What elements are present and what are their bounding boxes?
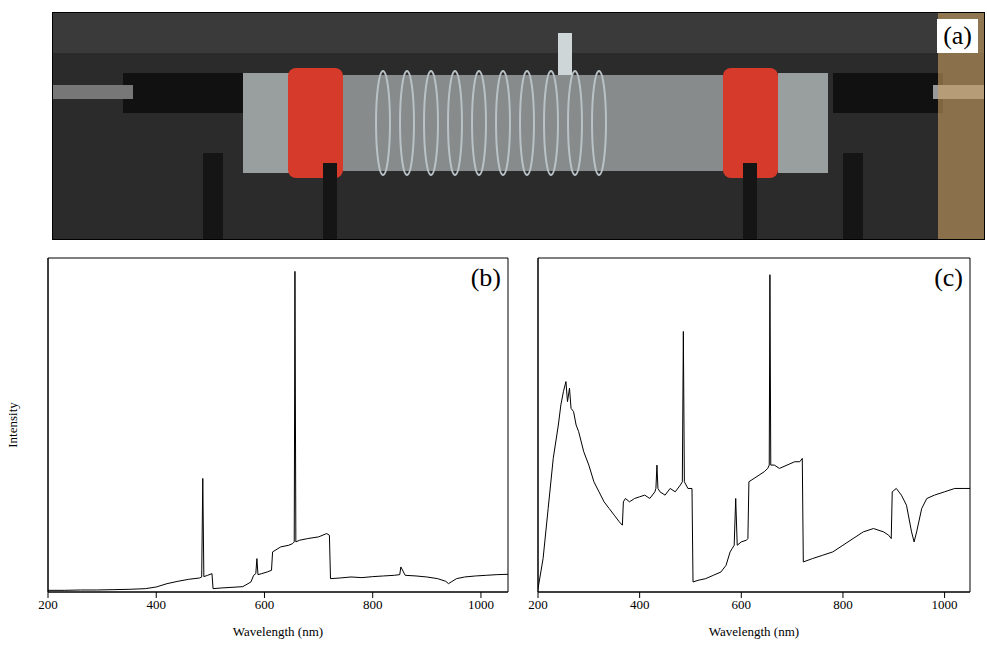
html-text:(b): (b) (470, 263, 501, 292)
svg-text:Wavelength (nm): Wavelength (nm) (709, 624, 799, 639)
svg-text:800: 800 (833, 597, 853, 612)
svg-text:1000: 1000 (468, 597, 494, 612)
svg-text:600: 600 (732, 597, 752, 612)
svg-text:600: 600 (255, 597, 275, 612)
html-text:(c): (c) (934, 263, 963, 292)
html-text:(a): (a) (943, 21, 972, 50)
svg-text:800: 800 (363, 597, 383, 612)
svg-text:Intensity: Intensity (5, 402, 20, 448)
svg-text:200: 200 (38, 597, 58, 612)
svg-text:200: 200 (528, 597, 548, 612)
svg-text:400: 400 (146, 597, 166, 612)
svg-text:1000: 1000 (932, 597, 958, 612)
svg-text:Wavelength (nm): Wavelength (nm) (233, 624, 323, 639)
svg-text:400: 400 (630, 597, 650, 612)
